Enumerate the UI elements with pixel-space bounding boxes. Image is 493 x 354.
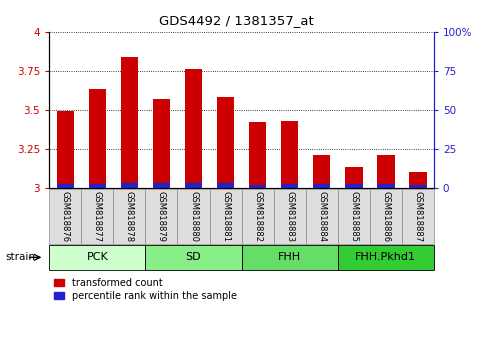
Bar xyxy=(345,167,362,188)
Bar xyxy=(121,57,138,188)
Bar xyxy=(81,189,113,244)
Bar xyxy=(377,155,394,188)
Bar xyxy=(57,184,74,188)
Bar xyxy=(242,245,338,270)
Bar xyxy=(345,184,362,188)
Bar xyxy=(338,189,370,244)
Bar xyxy=(185,69,202,188)
Bar xyxy=(145,245,242,270)
Bar xyxy=(370,189,402,244)
Bar xyxy=(402,189,434,244)
Bar xyxy=(249,184,266,188)
Bar xyxy=(49,245,145,270)
Text: GSM818884: GSM818884 xyxy=(317,191,326,242)
Text: GSM818877: GSM818877 xyxy=(93,191,102,242)
Text: GSM818887: GSM818887 xyxy=(413,191,423,242)
Bar xyxy=(89,184,106,188)
Text: PCK: PCK xyxy=(86,252,108,262)
Bar xyxy=(242,189,274,244)
Bar xyxy=(377,184,394,188)
Bar xyxy=(217,97,234,188)
Text: GSM818885: GSM818885 xyxy=(349,191,358,242)
Text: GSM818880: GSM818880 xyxy=(189,191,198,242)
Bar xyxy=(153,99,170,188)
Bar xyxy=(145,189,177,244)
Text: GDS4492 / 1381357_at: GDS4492 / 1381357_at xyxy=(159,14,314,27)
Bar xyxy=(113,189,145,244)
Legend: transformed count, percentile rank within the sample: transformed count, percentile rank withi… xyxy=(54,278,237,301)
Text: FHH: FHH xyxy=(278,252,301,262)
Bar xyxy=(409,184,426,188)
Text: GSM818882: GSM818882 xyxy=(253,191,262,242)
Bar xyxy=(89,90,106,188)
Text: GSM818886: GSM818886 xyxy=(381,191,390,242)
Bar xyxy=(121,183,138,188)
Text: GSM818878: GSM818878 xyxy=(125,191,134,242)
Bar xyxy=(281,121,298,188)
Bar xyxy=(313,155,330,188)
Bar xyxy=(210,189,242,244)
Bar xyxy=(313,184,330,188)
Text: GSM818883: GSM818883 xyxy=(285,191,294,242)
Bar xyxy=(153,183,170,188)
Bar xyxy=(338,245,434,270)
Bar xyxy=(185,183,202,188)
Text: SD: SD xyxy=(186,252,201,262)
Bar xyxy=(57,111,74,188)
Text: FHH.Pkhd1: FHH.Pkhd1 xyxy=(355,252,416,262)
Text: strain: strain xyxy=(5,252,35,262)
Bar xyxy=(49,189,81,244)
Bar xyxy=(249,122,266,188)
Bar xyxy=(306,189,338,244)
Bar xyxy=(274,189,306,244)
Bar xyxy=(281,184,298,188)
Text: GSM818881: GSM818881 xyxy=(221,191,230,242)
Text: GSM818876: GSM818876 xyxy=(61,191,70,242)
Bar xyxy=(177,189,210,244)
Text: GSM818879: GSM818879 xyxy=(157,191,166,242)
Bar xyxy=(409,172,426,188)
Bar xyxy=(217,183,234,188)
